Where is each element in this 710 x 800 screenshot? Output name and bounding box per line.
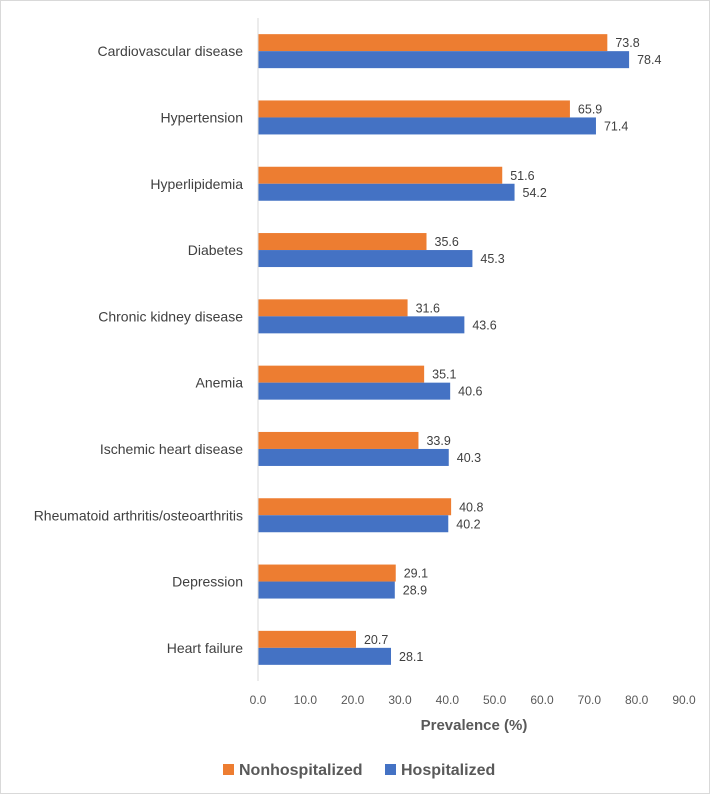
bar-hospitalized <box>258 581 395 599</box>
bar-nonhospitalized <box>258 564 396 582</box>
bar-nonhospitalized <box>258 365 425 383</box>
category-label: Rheumatoid arthritis/osteoarthritis <box>34 507 243 523</box>
category-label: Anemia <box>196 375 244 391</box>
bar-hospitalized <box>258 515 449 533</box>
data-label-nonhospitalized: 31.6 <box>416 301 440 315</box>
bar-nonhospitalized <box>258 100 570 118</box>
bar-hospitalized <box>258 250 473 268</box>
legend-label-nonhospitalized: Nonhospitalized <box>239 762 363 779</box>
data-label-hospitalized: 78.4 <box>637 53 661 67</box>
value-labels: 73.8 78.4 65.971.4 51.6 54.2 35.6 45.3 31.6 43.6… <box>364 36 661 664</box>
bar-hospitalized <box>258 382 451 400</box>
data-label-nonhospitalized: 35.6 <box>435 235 459 249</box>
x-tick-label: 40.0 <box>436 693 460 707</box>
data-label-nonhospitalized: 40.8 <box>459 500 483 514</box>
bar-nonhospitalized <box>258 630 356 648</box>
legend: Nonhospitalized Hospitalized <box>223 762 495 779</box>
category-label: Cardiovascular disease <box>97 43 243 59</box>
bars-group <box>258 34 630 665</box>
data-label-hospitalized: 28.1 <box>399 650 423 664</box>
data-label-nonhospitalized: 65.9 <box>578 102 602 116</box>
bar-nonhospitalized <box>258 233 427 251</box>
bar-nonhospitalized <box>258 498 452 516</box>
x-tick-label: 60.0 <box>530 693 554 707</box>
bar-nonhospitalized <box>258 299 408 317</box>
data-label-nonhospitalized: 29.1 <box>404 567 428 581</box>
category-label: Hyperlipidemia <box>150 176 243 192</box>
legend-swatch-nonhospitalized <box>223 764 234 775</box>
data-label-nonhospitalized: 73.8 <box>615 36 639 50</box>
x-tick-label: 50.0 <box>483 693 507 707</box>
data-label-hospitalized: 71.4 <box>604 119 628 133</box>
x-axis-title: Prevalence (%) <box>421 717 528 734</box>
category-label: Depression <box>172 574 243 590</box>
category-label: Ischemic heart disease <box>100 441 243 457</box>
data-label-hospitalized: 28.9 <box>403 584 427 598</box>
bar-hospitalized <box>258 647 392 665</box>
category-label: Heart failure <box>167 640 243 656</box>
x-tick-label: 70.0 <box>578 693 602 707</box>
x-tick-label: 90.0 <box>672 693 696 707</box>
bar-hospitalized <box>258 316 465 334</box>
data-label-nonhospitalized: 33.9 <box>426 434 450 448</box>
data-label-hospitalized: 54.2 <box>523 186 547 200</box>
category-label: Diabetes <box>188 242 243 258</box>
legend-label-hospitalized: Hospitalized <box>401 762 495 779</box>
data-label-hospitalized: 40.2 <box>456 517 480 531</box>
x-tick-label: 30.0 <box>388 693 412 707</box>
x-axis-ticks: 0.0 10.0 20.0 30.0 40.0 50.0 60.0 70.0 80.0 90.0 <box>250 693 696 707</box>
bar-hospitalized <box>258 51 630 69</box>
bar-hospitalized <box>258 183 515 201</box>
bar-nonhospitalized <box>258 166 503 184</box>
legend-swatch-hospitalized <box>385 764 396 775</box>
data-label-nonhospitalized: 35.1 <box>432 368 456 382</box>
bar-nonhospitalized <box>258 431 419 449</box>
data-label-nonhospitalized: 51.6 <box>510 169 534 183</box>
x-tick-label: 20.0 <box>341 693 365 707</box>
data-label-nonhospitalized: 20.7 <box>364 633 388 647</box>
data-label-hospitalized: 43.6 <box>472 318 496 332</box>
bar-nonhospitalized <box>258 34 608 52</box>
category-label: Chronic kidney disease <box>98 308 243 324</box>
bar-hospitalized <box>258 117 596 135</box>
x-tick-label: 10.0 <box>294 693 318 707</box>
data-label-hospitalized: 45.3 <box>480 252 504 266</box>
data-label-hospitalized: 40.6 <box>458 385 482 399</box>
x-tick-label: 80.0 <box>625 693 649 707</box>
x-tick-label: 0.0 <box>250 693 267 707</box>
data-label-hospitalized: 40.3 <box>457 451 481 465</box>
category-label: Hypertension <box>161 109 244 125</box>
category-labels: Cardiovascular disease Hypertension Hyperl… <box>34 43 244 656</box>
bar-hospitalized <box>258 448 449 466</box>
